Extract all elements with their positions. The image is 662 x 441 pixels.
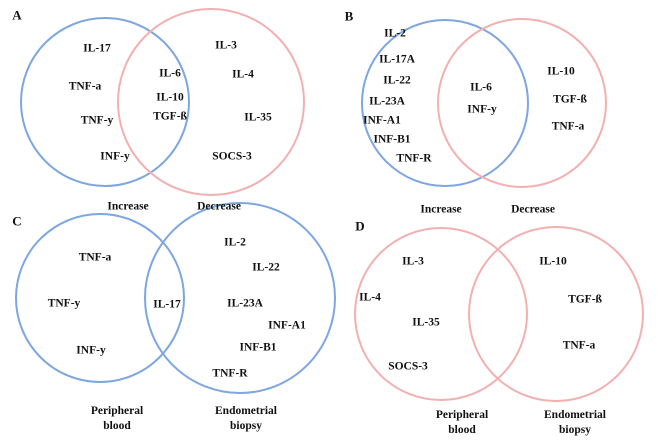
panel-b-right-item: TGF-ß [553, 93, 587, 106]
panel-a-label: A [12, 7, 22, 23]
panel-a-left-item: TNF-y [80, 114, 114, 127]
panel-d-right-item: IL-10 [539, 255, 567, 268]
panel-c-right-item: TNF-R [212, 367, 248, 380]
panel-a-left-item: TNF-a [68, 80, 102, 93]
panel-a-left-item: IL-17 [83, 42, 111, 55]
panel-b-left-item: INF-A1 [363, 114, 401, 127]
panel-c-right-item: INF-B1 [239, 341, 277, 354]
panel-c-right-item: IL-22 [252, 261, 280, 274]
panel-c-left-caption: Peripheral blood [91, 404, 143, 434]
panel-d-right-caption: Endometrial biopsy [544, 408, 606, 438]
panel-a-overlap-item: TGF-ß [153, 110, 187, 123]
panel-b-left-circle [361, 19, 529, 187]
panel-c-left-item: TNF-a [78, 251, 112, 264]
panel-d-left-item: IL-4 [359, 291, 381, 304]
panel-c-overlap-item: IL-17 [153, 298, 181, 311]
caption-line: biopsy [559, 424, 591, 436]
caption-line: Endometrial [215, 405, 277, 417]
panel-a-right-item: SOCS-3 [212, 150, 252, 163]
panel-a-right-item: IL-35 [244, 111, 272, 124]
panel-b-left-item: IL-22 [383, 74, 411, 87]
panel-b-left-item: IL-17A [379, 53, 415, 66]
panel-c-left-item: INF-y [76, 344, 106, 357]
caption-line: Endometrial [544, 409, 606, 421]
panel-b-overlap-item: IL-6 [470, 81, 492, 94]
panel-b-right-item: IL-10 [547, 65, 575, 78]
panel-b-right-caption: Decrease [511, 203, 555, 216]
panel-b-right-circle [437, 18, 607, 188]
panel-c-right-item: IL-23A [227, 297, 263, 310]
panel-b-left-item: IL-2 [384, 27, 406, 40]
panel-b-right-item: TNF-a [551, 120, 585, 133]
panel-a-right-item: IL-4 [232, 68, 254, 81]
panel-c-left-circle [15, 213, 185, 383]
panel-c-right-item: INF-A1 [268, 319, 306, 332]
panel-b-label: B [344, 8, 354, 24]
panel-d-right-item: TGF-ß [568, 293, 602, 306]
panel-a-overlap-item: IL-10 [156, 91, 184, 104]
panel-d-left-item: IL-35 [412, 316, 440, 329]
caption-line: biopsy [230, 420, 262, 432]
panel-d-right-circle [468, 226, 644, 402]
panel-c-label: C [12, 213, 22, 229]
caption-line: Peripheral [435, 409, 489, 421]
panel-b-overlap-item: INF-y [467, 103, 497, 116]
panel-c-right-item: IL-2 [224, 236, 246, 249]
panel-d-left-circle [354, 227, 528, 401]
caption-line: Peripheral [90, 405, 144, 417]
panel-d-left-item: SOCS-3 [388, 360, 428, 373]
panel-a-right-circle [117, 8, 305, 196]
panel-a-left-item: INF-y [100, 150, 130, 163]
panel-b-left-caption: Increase [420, 203, 462, 216]
panel-b-left-item: TNF-R [396, 152, 432, 165]
caption-line: blood [103, 420, 131, 432]
panel-c-right-caption: Endometrial biopsy [215, 404, 277, 434]
panel-c-left-item: TNF-y [47, 297, 81, 310]
panel-a-right-item: IL-3 [215, 39, 237, 52]
panel-d-label: D [355, 218, 365, 234]
panel-c-right-circle [144, 202, 336, 394]
panel-d-left-item: IL-3 [402, 255, 424, 268]
panel-a-overlap-item: IL-6 [159, 67, 181, 80]
panel-a-left-caption: Increase [107, 200, 149, 213]
panel-d-left-caption: Peripheral blood [436, 408, 488, 438]
panel-a-left-circle [20, 17, 190, 187]
caption-line: blood [448, 424, 476, 436]
panel-a-right-caption: Decrease [197, 200, 241, 213]
panel-d-right-item: TNF-a [562, 339, 596, 352]
panel-b-left-item: INF-B1 [373, 133, 411, 146]
panel-b-left-item: IL-23A [369, 95, 405, 108]
